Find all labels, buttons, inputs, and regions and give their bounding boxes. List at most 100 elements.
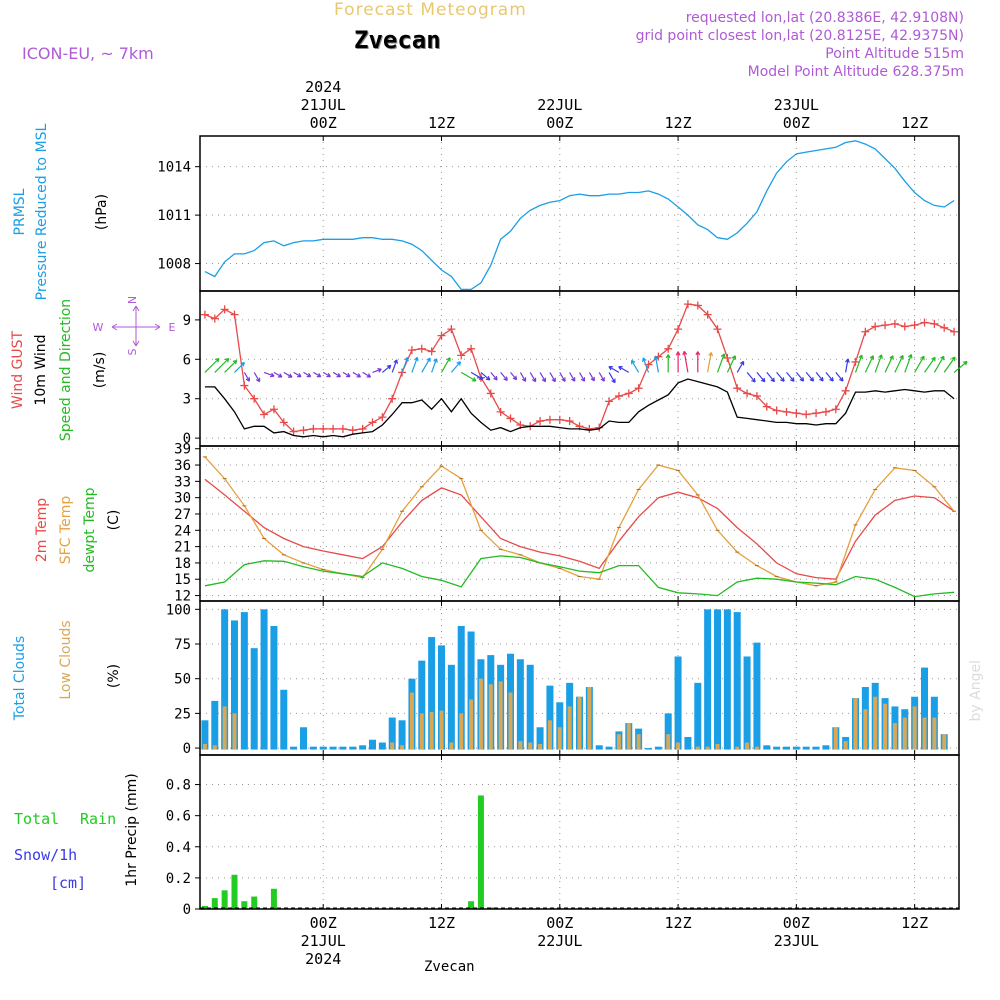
wind-arrow: [608, 372, 616, 384]
total-cloud-bar: [319, 746, 327, 750]
rain-bar: [241, 901, 248, 909]
low-cloud-bar: [676, 742, 681, 750]
gust-marker: [841, 386, 850, 395]
low-cloud-bar: [735, 746, 740, 750]
total-cloud-bar: [438, 645, 445, 750]
gust-marker: [427, 347, 436, 356]
total-cloud-bar: [556, 702, 564, 750]
gust-marker: [220, 305, 229, 314]
top-time-label: 2024: [305, 78, 341, 96]
gust-marker: [634, 384, 643, 393]
wind-arrow: [391, 359, 398, 373]
y-tick-label: 0.2: [166, 871, 191, 887]
total-cloud-bar: [221, 609, 229, 750]
gust-marker: [368, 418, 377, 427]
location-title: Zvecan: [354, 26, 441, 54]
low-cloud-bar: [508, 692, 513, 750]
low-cloud-bar: [439, 710, 444, 750]
wind-arrow: [815, 372, 824, 382]
bottom-time-label: 2024: [305, 950, 341, 968]
wind-arrow: [943, 356, 956, 373]
gust-marker: [940, 323, 949, 332]
wind-arrow: [682, 350, 689, 373]
rain-bar: [231, 874, 238, 909]
gust-marker: [664, 344, 673, 353]
low-cloud-bar: [754, 746, 759, 750]
low-cloud-bar: [715, 743, 720, 750]
low-cloud-bar: [863, 709, 868, 750]
wind-arrow: [766, 372, 775, 383]
series-line-wind10m: [204, 378, 955, 438]
gust-marker: [210, 314, 219, 323]
top-time-label: 12Z: [428, 114, 455, 132]
low-cloud-bar: [942, 734, 947, 750]
gust-marker: [605, 397, 614, 406]
series-line-t2m: [204, 478, 955, 580]
gust-marker: [890, 319, 899, 328]
wind-arrow: [382, 364, 392, 373]
total-cloud-bar: [714, 609, 721, 750]
wind-arrow: [675, 351, 681, 373]
wind-arrow: [835, 372, 844, 382]
gust-marker: [398, 368, 407, 377]
bottom-time-label: 12Z: [428, 914, 455, 932]
low-cloud-bar: [883, 703, 888, 750]
wind-arrow: [224, 359, 238, 373]
low-cloud-bar: [745, 742, 750, 750]
low-cloud-bar: [922, 717, 927, 750]
gust-marker: [595, 423, 604, 432]
panel-frame: [199, 445, 960, 602]
axis-unit-c: (C): [106, 510, 122, 531]
gust-marker: [910, 321, 919, 330]
y-tick-label: 33: [174, 474, 191, 490]
axis-label-10m: 10m Wind: [33, 334, 49, 405]
bottom-time-label: 12Z: [901, 914, 928, 932]
wind-arrow: [854, 354, 863, 373]
low-cloud-bar: [409, 692, 414, 750]
gust-marker: [772, 406, 781, 415]
gust-marker: [457, 351, 466, 360]
low-cloud-bar: [469, 699, 474, 750]
total-cloud-bar: [723, 609, 731, 750]
y-tick-label: 50: [174, 672, 191, 688]
gust-marker: [506, 414, 515, 423]
gust-marker: [230, 310, 239, 319]
wind-arrow: [618, 366, 630, 373]
gust-marker: [260, 410, 269, 419]
low-cloud-bar: [232, 713, 237, 750]
wind-arrow: [786, 372, 795, 382]
low-cloud-bar: [429, 711, 434, 750]
compass-e: E: [169, 321, 176, 334]
total-cloud-bar: [359, 745, 367, 750]
panel-wind: 0 3 6 9 Wind GUST 10m Wind Speed and Direction…: [10, 290, 960, 447]
gust-marker: [289, 427, 298, 436]
low-cloud-bar: [912, 706, 917, 750]
axis-label-t2m: 2m Temp: [34, 498, 50, 562]
wind-arrow: [874, 354, 883, 373]
gust-marker: [329, 424, 338, 433]
series-line-tsfc: [204, 456, 955, 587]
footer-location: Zvecan: [424, 959, 475, 975]
rain-bar: [477, 795, 484, 909]
y-tick-label: 0: [183, 902, 191, 918]
wind-arrow: [746, 372, 756, 383]
total-cloud-bar: [694, 682, 702, 750]
wind-arrow: [864, 355, 875, 373]
gust-marker: [624, 389, 633, 398]
total-cloud-bar: [763, 745, 771, 750]
y-tick-label: 75: [174, 637, 191, 653]
wind-arrow: [283, 371, 293, 378]
point-altitude: Point Altitude 515m: [825, 46, 964, 62]
total-cloud-bar: [280, 689, 288, 750]
wind-arrow: [653, 355, 659, 373]
total-cloud-bar: [250, 648, 258, 750]
total-cloud-bar: [595, 745, 603, 750]
panel-frame: [199, 135, 960, 292]
rain-bar: [201, 905, 208, 909]
top-time-label: 00Z: [783, 114, 810, 132]
y-tick-label: 9: [183, 313, 191, 329]
series-line-dewpt: [204, 555, 955, 598]
y-tick-label: 24: [174, 523, 191, 539]
panel-clouds: 0 25 50 75 100 Total Clouds Low Clouds (%): [12, 600, 960, 757]
total-cloud-bar: [240, 612, 248, 750]
